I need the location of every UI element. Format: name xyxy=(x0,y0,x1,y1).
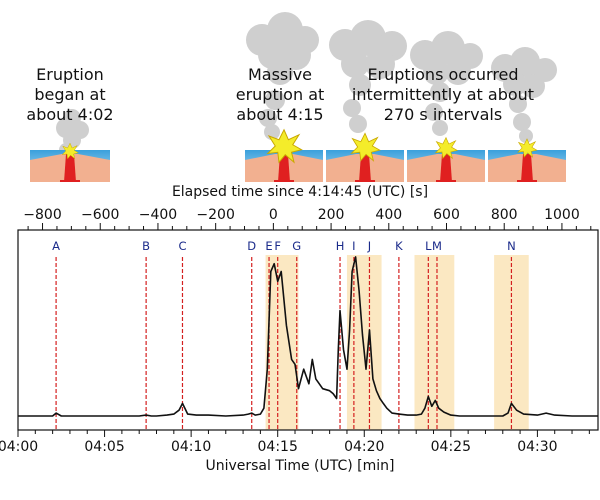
data-series xyxy=(18,256,598,417)
event-label-E: E xyxy=(265,239,272,253)
volcano-panel-1 xyxy=(30,142,110,182)
plume-cloud-5 xyxy=(491,47,557,143)
volcano-panel-5 xyxy=(488,138,566,182)
event-label-N: N xyxy=(507,239,516,253)
top-tick-label-7: 600 xyxy=(433,207,460,223)
caption-1-line-2: began at xyxy=(34,85,105,104)
top-tick-label-4: 0 xyxy=(269,207,278,223)
caption-2-line-1: Massive xyxy=(248,65,312,84)
plume-cloud-3 xyxy=(329,20,407,133)
top-tick-label-6: 400 xyxy=(375,207,402,223)
event-label-K: K xyxy=(395,239,403,253)
shaded-interval-3 xyxy=(414,255,455,430)
caption-1-line-1: Eruption xyxy=(36,65,104,84)
top-axis-label: Elapsed time since 4:14:45 (UTC) [s] xyxy=(172,184,428,200)
caption-3-line-3: 270 s intervals xyxy=(384,105,502,124)
caption-1-line-3: about 4:02 xyxy=(26,105,113,124)
volcano-panel-4 xyxy=(407,137,485,182)
event-label-J: J xyxy=(367,239,371,253)
top-tick-label-2: −400 xyxy=(139,207,177,223)
caption-2-line-3: about 4:15 xyxy=(236,105,323,124)
volcano-panel-3 xyxy=(326,132,404,182)
volcano-panel-2 xyxy=(245,129,323,182)
top-tick-label-1: −600 xyxy=(81,207,119,223)
event-label-L: L xyxy=(425,239,432,253)
event-label-H: H xyxy=(336,239,345,253)
event-label-A: A xyxy=(52,239,60,253)
axes: 04:00 04:05 04:10 04:15 04:20 04:25 04:30 −800 −… xyxy=(0,207,599,455)
shaded-intervals xyxy=(265,255,529,430)
shaded-interval-2 xyxy=(346,255,382,430)
plume-cloud-4 xyxy=(410,31,483,136)
top-tick-label-5: 200 xyxy=(318,207,345,223)
bottom-tick-label-6: 04:30 xyxy=(517,439,557,455)
bottom-tick-label-1: 04:05 xyxy=(84,439,124,455)
bottom-tick-label-0: 04:00 xyxy=(0,439,38,455)
bottom-tick-label-5: 04:25 xyxy=(431,439,471,455)
bottom-tick-label-4: 04:20 xyxy=(344,439,384,455)
event-label-B: B xyxy=(142,239,150,253)
top-tick-label-3: −200 xyxy=(196,207,234,223)
top-tick-label-9: 1000 xyxy=(544,207,580,223)
event-label-G: G xyxy=(292,239,301,253)
bottom-axis-label: Universal Time (UTC) [min] xyxy=(205,458,394,474)
event-label-M: M xyxy=(432,239,442,253)
bottom-tick-label-3: 04:15 xyxy=(258,439,298,455)
event-label-F: F xyxy=(274,239,281,253)
series-line xyxy=(18,256,598,417)
caption-3-line-2: intermittently at about xyxy=(352,85,534,104)
plume-cloud-2 xyxy=(246,12,319,140)
plot-frame xyxy=(17,229,599,431)
caption-2-line-2: eruption at xyxy=(236,85,325,104)
top-tick-label-0: −800 xyxy=(23,207,61,223)
event-label-I: I xyxy=(352,239,355,253)
bottom-tick-label-2: 04:10 xyxy=(171,439,211,455)
caption-3-line-1: Eruptions occurred xyxy=(367,65,518,84)
event-label-D: D xyxy=(247,239,256,253)
top-tick-label-8: 800 xyxy=(491,207,518,223)
illustration-panel: Eruption began at about 4:02 Massive eru… xyxy=(26,12,566,182)
event-label-C: C xyxy=(178,239,186,253)
